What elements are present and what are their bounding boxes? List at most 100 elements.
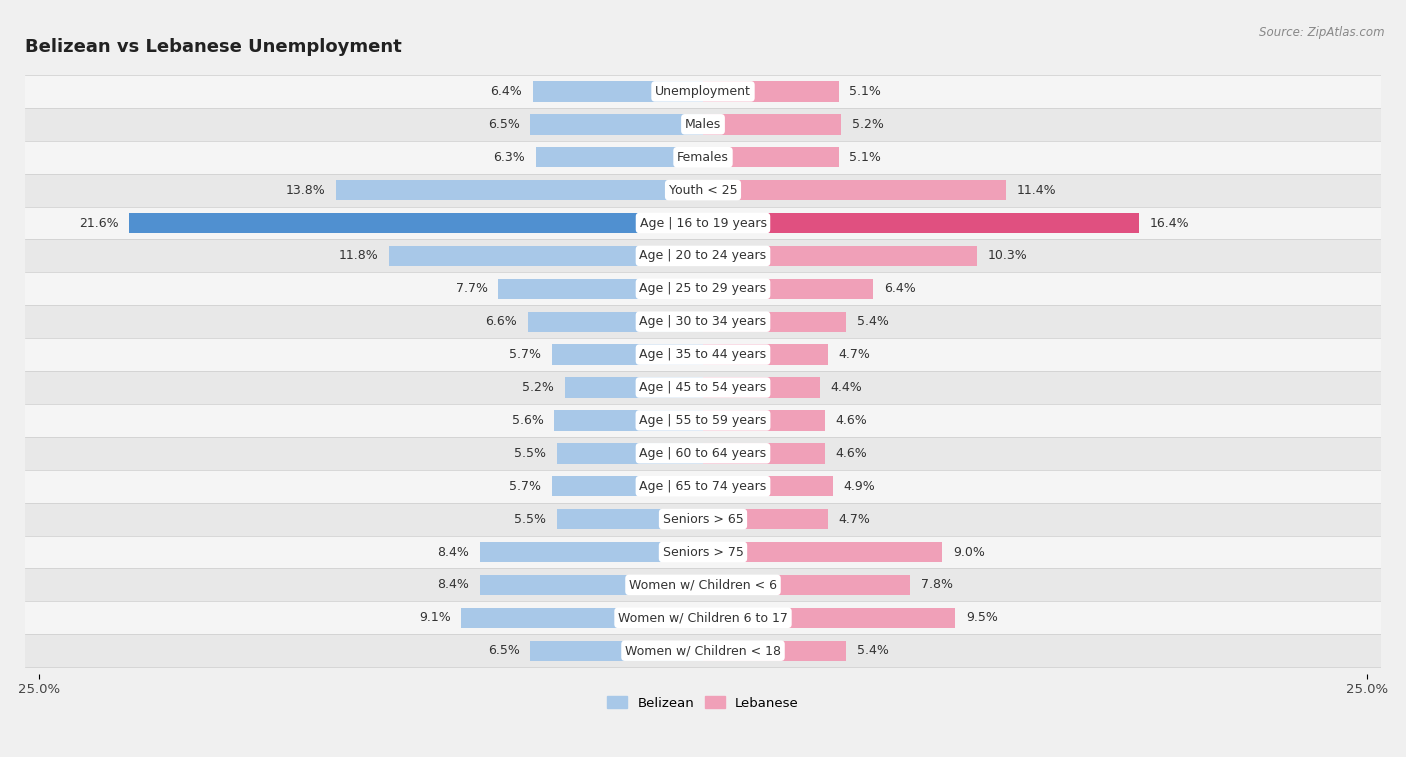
Text: 5.7%: 5.7% [509,480,541,493]
Bar [25,141,1381,173]
Text: 9.5%: 9.5% [966,612,998,625]
Bar [498,279,703,299]
Bar [527,311,703,332]
Text: Females: Females [678,151,728,164]
Text: Seniors > 75: Seniors > 75 [662,546,744,559]
Bar [703,311,846,332]
Bar [565,377,703,397]
Text: 5.2%: 5.2% [522,381,554,394]
Text: 6.4%: 6.4% [491,85,522,98]
Bar [25,371,1381,404]
Bar [703,542,942,562]
Text: 6.5%: 6.5% [488,118,520,131]
Bar [703,608,956,628]
Text: 4.9%: 4.9% [844,480,876,493]
Text: 5.4%: 5.4% [858,644,889,657]
Text: 4.7%: 4.7% [838,348,870,361]
Text: 5.2%: 5.2% [852,118,884,131]
Text: 4.6%: 4.6% [835,447,868,459]
Text: Unemployment: Unemployment [655,85,751,98]
Text: 4.6%: 4.6% [835,414,868,427]
Bar [703,213,1139,233]
Bar [530,640,703,661]
Text: 21.6%: 21.6% [79,217,118,229]
Text: 5.5%: 5.5% [515,447,546,459]
Bar [129,213,703,233]
Bar [703,246,977,266]
Bar [461,608,703,628]
Text: Age | 16 to 19 years: Age | 16 to 19 years [640,217,766,229]
Bar [551,344,703,365]
Bar [25,601,1381,634]
Bar [25,75,1381,107]
Bar [336,180,703,201]
Bar [703,640,846,661]
Text: 5.7%: 5.7% [509,348,541,361]
Text: Age | 45 to 54 years: Age | 45 to 54 years [640,381,766,394]
Text: Women w/ Children < 6: Women w/ Children < 6 [628,578,778,591]
Text: 6.6%: 6.6% [485,315,517,329]
Bar [25,535,1381,569]
Text: 16.4%: 16.4% [1150,217,1189,229]
Text: Age | 30 to 34 years: Age | 30 to 34 years [640,315,766,329]
Bar [25,503,1381,535]
Text: Belizean vs Lebanese Unemployment: Belizean vs Lebanese Unemployment [25,38,402,56]
Bar [703,279,873,299]
Bar [703,344,828,365]
Text: 4.4%: 4.4% [831,381,862,394]
Text: 5.1%: 5.1% [849,85,882,98]
Text: Males: Males [685,118,721,131]
Bar [25,305,1381,338]
Text: Age | 65 to 74 years: Age | 65 to 74 years [640,480,766,493]
Text: 9.0%: 9.0% [953,546,984,559]
Bar [389,246,703,266]
Bar [703,476,834,497]
Text: 5.5%: 5.5% [515,512,546,525]
Bar [25,569,1381,601]
Bar [703,575,910,595]
Bar [703,114,841,135]
Bar [703,443,825,463]
Text: 7.8%: 7.8% [921,578,953,591]
Bar [703,377,820,397]
Text: 8.4%: 8.4% [437,578,470,591]
Bar [533,81,703,101]
Bar [551,476,703,497]
Text: 10.3%: 10.3% [987,249,1028,263]
Text: Seniors > 65: Seniors > 65 [662,512,744,525]
Bar [25,173,1381,207]
Text: 11.4%: 11.4% [1017,184,1056,197]
Text: Women w/ Children 6 to 17: Women w/ Children 6 to 17 [619,612,787,625]
Bar [25,239,1381,273]
Text: 5.4%: 5.4% [858,315,889,329]
Text: Youth < 25: Youth < 25 [669,184,737,197]
Text: 9.1%: 9.1% [419,612,450,625]
Text: 5.1%: 5.1% [849,151,882,164]
Text: Source: ZipAtlas.com: Source: ZipAtlas.com [1260,26,1385,39]
Bar [25,470,1381,503]
Text: Age | 55 to 59 years: Age | 55 to 59 years [640,414,766,427]
Bar [703,81,838,101]
Text: 11.8%: 11.8% [339,249,378,263]
Bar [25,107,1381,141]
Bar [479,575,703,595]
Text: Age | 60 to 64 years: Age | 60 to 64 years [640,447,766,459]
Bar [703,410,825,431]
Text: Women w/ Children < 18: Women w/ Children < 18 [626,644,780,657]
Text: Age | 25 to 29 years: Age | 25 to 29 years [640,282,766,295]
Text: 4.7%: 4.7% [838,512,870,525]
Bar [703,180,1005,201]
Bar [25,207,1381,239]
Text: 6.4%: 6.4% [884,282,915,295]
Bar [530,114,703,135]
Text: 6.5%: 6.5% [488,644,520,657]
Legend: Belizean, Lebanese: Belizean, Lebanese [607,696,799,709]
Bar [536,147,703,167]
Text: 5.6%: 5.6% [512,414,544,427]
Bar [557,509,703,529]
Text: 8.4%: 8.4% [437,546,470,559]
Bar [554,410,703,431]
Bar [25,338,1381,371]
Text: 6.3%: 6.3% [494,151,524,164]
Bar [557,443,703,463]
